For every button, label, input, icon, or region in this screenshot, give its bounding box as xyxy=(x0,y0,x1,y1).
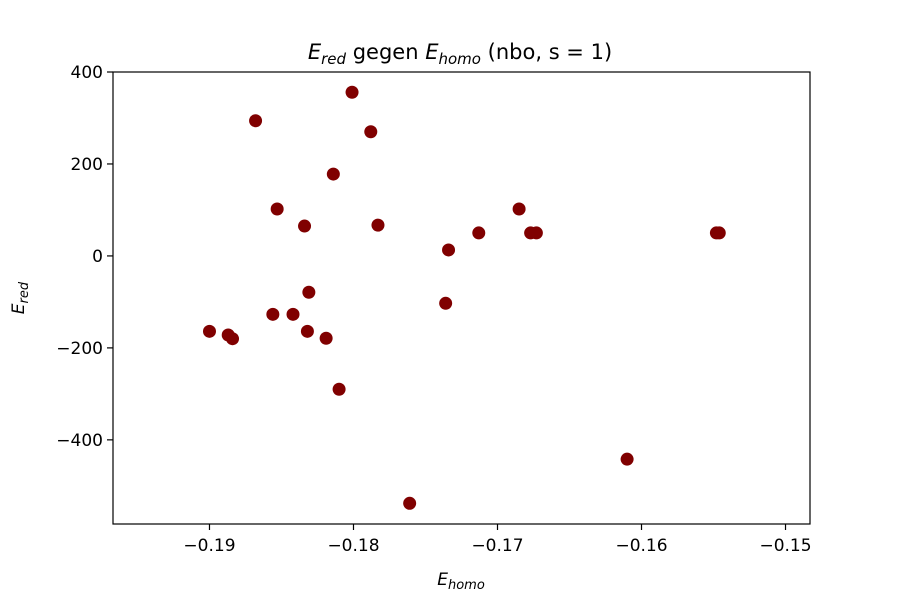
data-point xyxy=(202,324,216,338)
data-point xyxy=(302,285,316,299)
data-point xyxy=(270,202,284,216)
x-tick-label: −0.15 xyxy=(759,536,811,556)
plot-area-frame xyxy=(112,71,811,525)
x-tick-label: −0.18 xyxy=(327,536,379,556)
axis-ticks: −0.19 −0.18 −0.17 −0.16 −0.15 400 200 0 −200 −400 xyxy=(56,63,811,556)
y-axis-label: Ered xyxy=(9,281,32,314)
data-point xyxy=(332,382,346,396)
data-point xyxy=(286,307,300,321)
data-point xyxy=(298,219,312,233)
x-tick-label: −0.17 xyxy=(471,536,523,556)
y-tick-label: 400 xyxy=(71,63,103,83)
y-tick-label: −200 xyxy=(56,339,103,359)
y-axis-label-subscript: red xyxy=(17,281,32,303)
data-points xyxy=(202,85,726,510)
data-point xyxy=(326,167,340,181)
y-tick-label: 0 xyxy=(92,247,103,267)
data-point xyxy=(300,324,314,338)
x-tick-label: −0.16 xyxy=(615,536,667,556)
data-point xyxy=(226,332,240,346)
data-point xyxy=(319,331,333,345)
y-tick-label: 200 xyxy=(71,155,103,175)
data-point xyxy=(439,296,453,310)
x-tick-label: −0.19 xyxy=(183,536,235,556)
x-axis-label-subscript: homo xyxy=(448,578,485,593)
title-post-subscript: homo xyxy=(439,50,481,68)
data-point xyxy=(266,307,280,321)
data-point xyxy=(529,226,543,240)
data-point xyxy=(620,452,634,466)
y-tick-label: −400 xyxy=(56,431,103,451)
data-point xyxy=(371,218,385,232)
y-axis-label-symbol: E xyxy=(9,303,29,314)
data-point xyxy=(442,243,456,257)
title-middle: gegen xyxy=(346,40,425,64)
data-point xyxy=(249,114,263,128)
data-point xyxy=(712,226,726,240)
x-axis-label-symbol: E xyxy=(437,570,448,590)
data-point xyxy=(403,496,417,510)
data-point xyxy=(364,125,378,139)
chart-title: Ered gegen Ehomo (nbo, s = 1) xyxy=(308,40,612,68)
title-pre-subscript: red xyxy=(321,50,346,68)
title-post-symbol: E xyxy=(425,40,439,64)
x-axis-label: Ehomo xyxy=(437,570,485,593)
data-point xyxy=(345,85,359,99)
data-point xyxy=(472,226,486,240)
data-point xyxy=(512,202,526,216)
title-pre-symbol: E xyxy=(308,40,322,64)
title-suffix: (nbo, s = 1) xyxy=(481,40,612,64)
